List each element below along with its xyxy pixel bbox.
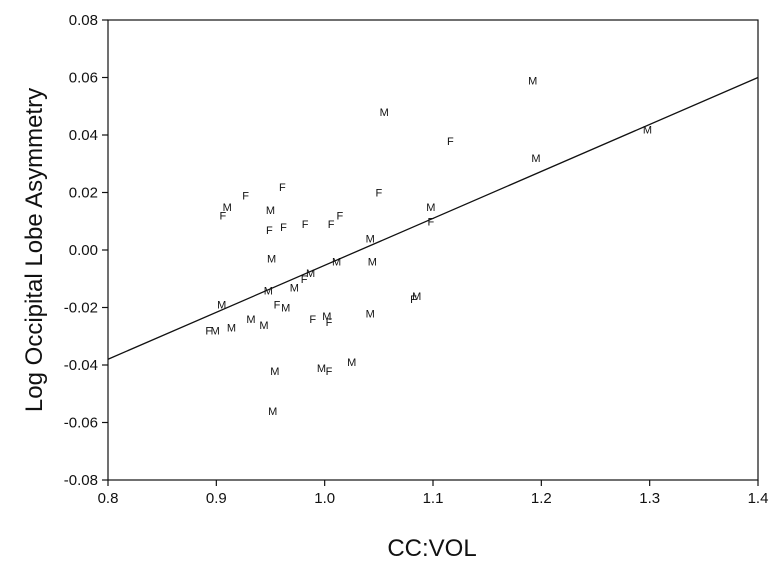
regression-line [107,76,759,360]
point-male: M [531,153,540,165]
x-tick-label: 1.2 [531,490,552,507]
point-female: F [279,182,286,194]
point-male: M [426,202,435,214]
y-tick-label: -0.02 [64,300,98,317]
point-male: M [223,202,232,214]
y-tick-label: 0.04 [69,127,98,144]
y-tick-label: 0.02 [69,185,98,202]
x-tick-label: 0.8 [98,490,119,507]
y-tick-label: 0.06 [69,70,98,87]
point-male: M [317,363,326,375]
point-female: F [309,314,316,326]
y-tick-label: -0.08 [64,472,98,489]
x-tick-label: 0.9 [206,490,227,507]
point-female: F [266,225,273,237]
point-female: F [205,326,212,338]
point-male: M [264,285,273,297]
point-male: M [227,323,236,335]
point-male: M [366,234,375,246]
y-axis: -0.08 -0.06 -0.04 -0.02 0.00 0.02 0.04 0.06 0.08 [64,12,108,489]
point-male: M [643,124,652,136]
point-female: F [274,300,281,312]
point-female: F [302,219,309,231]
point-male: M [322,311,331,323]
point-male: M [211,326,220,338]
point-male: M [281,303,290,315]
point-male: M [332,257,341,269]
plot-area [107,19,759,481]
point-female: F [427,216,434,228]
point-male: M [290,282,299,294]
point-male: M [268,406,277,418]
point-male: M [246,314,255,326]
regression-line-group [107,76,759,360]
point-female: F [326,317,333,329]
x-axis-title: CC:VOL [387,535,476,562]
point-male: M [412,291,421,303]
point-female: F [336,211,343,223]
x-tick-label: 1.4 [748,490,769,507]
point-male: M [347,357,356,369]
x-axis: 0.8 0.9 1.0 1.1 1.2 1.3 1.4 [98,480,769,507]
point-female: F [326,366,333,378]
plot-border [107,19,759,481]
point-female: F [219,211,226,223]
point-female: F [328,219,335,231]
y-tick-label: 0.08 [69,12,98,29]
x-tick-label: 1.0 [314,490,335,507]
point-female: F [375,188,382,200]
point-male: M [259,320,268,332]
point-male: M [217,300,226,312]
y-tick-label: 0.00 [69,242,98,259]
point-female: F [301,274,308,286]
point-male: M [368,257,377,269]
x-tick-label: 1.3 [639,490,660,507]
point-male: M [528,75,537,87]
point-female: F [280,222,287,234]
y-tick-label: -0.06 [64,415,98,432]
point-male: M [267,254,276,266]
point-male: M [380,107,389,119]
x-tick-label: 1.1 [423,490,444,507]
point-female: F [410,294,417,306]
point-male: M [306,268,315,280]
y-axis-title: Log Occipital Lobe Asymmetry [21,88,48,412]
point-female: F [242,190,249,202]
point-male: M [270,366,279,378]
point-male: M [266,205,275,217]
point-female: F [447,136,454,148]
point-male: M [366,308,375,320]
y-tick-label: -0.04 [64,357,98,374]
